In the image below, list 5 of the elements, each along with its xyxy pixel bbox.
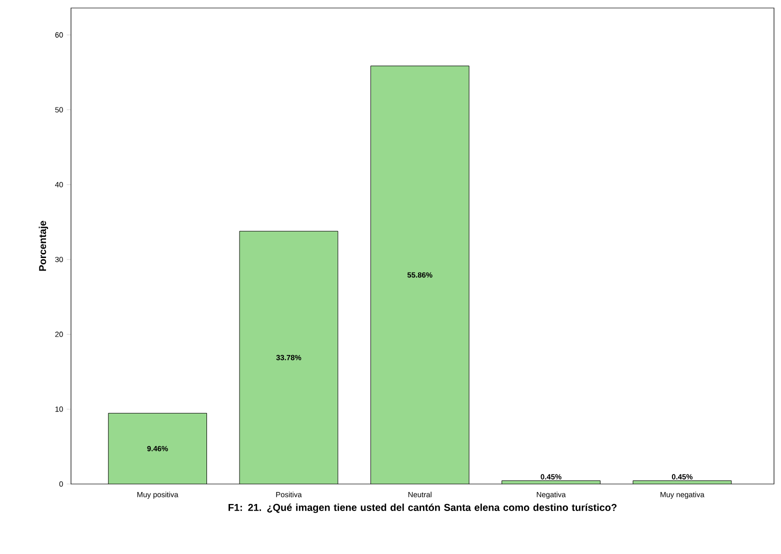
x-axis-title: F1: 21. ¿Qué imagen tiene usted del cantón Santa elena como destino turístico? xyxy=(228,504,617,513)
bar xyxy=(108,413,207,484)
bar xyxy=(239,230,338,484)
y-axis-title: Porcentaje xyxy=(38,220,48,271)
bar xyxy=(370,66,470,484)
